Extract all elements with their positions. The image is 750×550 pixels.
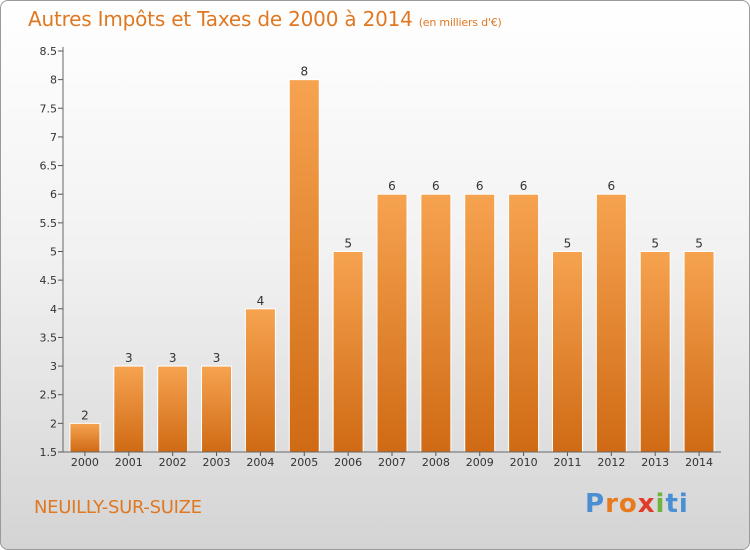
y-tick-label-4.5: 4.5 (40, 274, 58, 287)
y-tick-label-3.5: 3.5 (40, 331, 58, 344)
y-tick-label-7: 7 (50, 131, 57, 144)
x-tick-label-2004: 2004 (246, 456, 274, 469)
x-tick-label-2013: 2013 (641, 456, 669, 469)
y-tick-label-1.5: 1.5 (40, 446, 58, 459)
logo-letter: ti (665, 489, 689, 519)
y-tick-label-2: 2 (50, 417, 57, 430)
x-tick-label-2008: 2008 (422, 456, 450, 469)
x-tick-label-2000: 2000 (71, 456, 99, 469)
x-tick-label-2009: 2009 (466, 456, 494, 469)
data-label-2001: 3 (125, 351, 133, 365)
chart-title: Autres Impôts et Taxes de 2000 à 2014 (en… (28, 7, 502, 31)
data-label-2004: 4 (257, 294, 265, 308)
bar-2013 (639, 251, 671, 453)
data-label-2011: 5 (564, 237, 572, 251)
bar-2005 (288, 79, 320, 453)
bar-2003 (201, 365, 233, 453)
x-tick-label-2014: 2014 (685, 456, 713, 469)
bar-2004 (244, 308, 276, 453)
y-tick-label-6.5: 6.5 (40, 160, 58, 173)
axes: 2000 2001 2002 2003 2004 2005 2006 2007 2008 2009… (40, 45, 721, 469)
data-label-2005: 8 (300, 65, 308, 79)
data-label-2012: 6 (608, 179, 616, 193)
y-tick-label-4: 4 (50, 303, 57, 316)
x-tick-label-2002: 2002 (159, 456, 187, 469)
bar-2012 (595, 193, 627, 453)
x-tick-label-2001: 2001 (115, 456, 143, 469)
x-tick-label-2011: 2011 (553, 456, 581, 469)
chart-subtitle: (en milliers d'€) (418, 16, 502, 29)
x-tick-label-2010: 2010 (510, 456, 538, 469)
logo-letter: r (605, 489, 619, 519)
logo-letter: i (655, 489, 666, 519)
bar-2001 (113, 365, 145, 453)
bar-2000 (69, 422, 101, 453)
data-label-2010: 6 (520, 179, 528, 193)
x-tick-label-2006: 2006 (334, 456, 362, 469)
data-label-2009: 6 (476, 179, 484, 193)
data-label-2000: 2 (81, 408, 89, 422)
bars-layer: 2 3 3 3 4 8 5 6 6 6 6 5 6 5 5 (69, 65, 715, 453)
proxiti-logo: Proxiti (585, 489, 689, 519)
y-tick-label-2.5: 2.5 (40, 389, 58, 402)
data-label-2007: 6 (388, 179, 396, 193)
y-tick-label-8.5: 8.5 (40, 45, 58, 58)
data-label-2013: 5 (651, 237, 659, 251)
x-tick-label-2003: 2003 (203, 456, 231, 469)
bar-2009 (464, 193, 496, 453)
y-tick-label-5.5: 5.5 (40, 217, 58, 230)
data-label-2003: 3 (213, 351, 221, 365)
y-tick-label-3: 3 (50, 360, 57, 373)
x-tick-label-2005: 2005 (290, 456, 318, 469)
bar-2008 (420, 193, 452, 453)
logo-letter: o (618, 489, 638, 519)
y-tick-label-7.5: 7.5 (40, 102, 58, 115)
x-tick-label-2007: 2007 (378, 456, 406, 469)
y-tick-label-5: 5 (50, 246, 57, 259)
y-tick-label-8: 8 (50, 74, 57, 87)
y-tick-label-6: 6 (50, 188, 57, 201)
bar-2006 (332, 251, 364, 453)
data-label-2008: 6 (432, 179, 440, 193)
chart-title-text: Autres Impôts et Taxes de 2000 à 2014 (28, 7, 413, 31)
logo-letter: P (585, 489, 606, 519)
bar-2007 (376, 193, 408, 453)
bar-2011 (551, 251, 583, 453)
data-label-2014: 5 (695, 237, 703, 251)
x-tick-label-2012: 2012 (597, 456, 625, 469)
data-label-2006: 5 (344, 237, 352, 251)
bar-2014 (683, 251, 715, 453)
bar-2002 (157, 365, 189, 453)
data-label-2002: 3 (169, 351, 177, 365)
logo-letter: x (637, 489, 656, 519)
place-name: NEUILLY-SUR-SUIZE (34, 497, 202, 518)
bar-2010 (508, 193, 540, 453)
